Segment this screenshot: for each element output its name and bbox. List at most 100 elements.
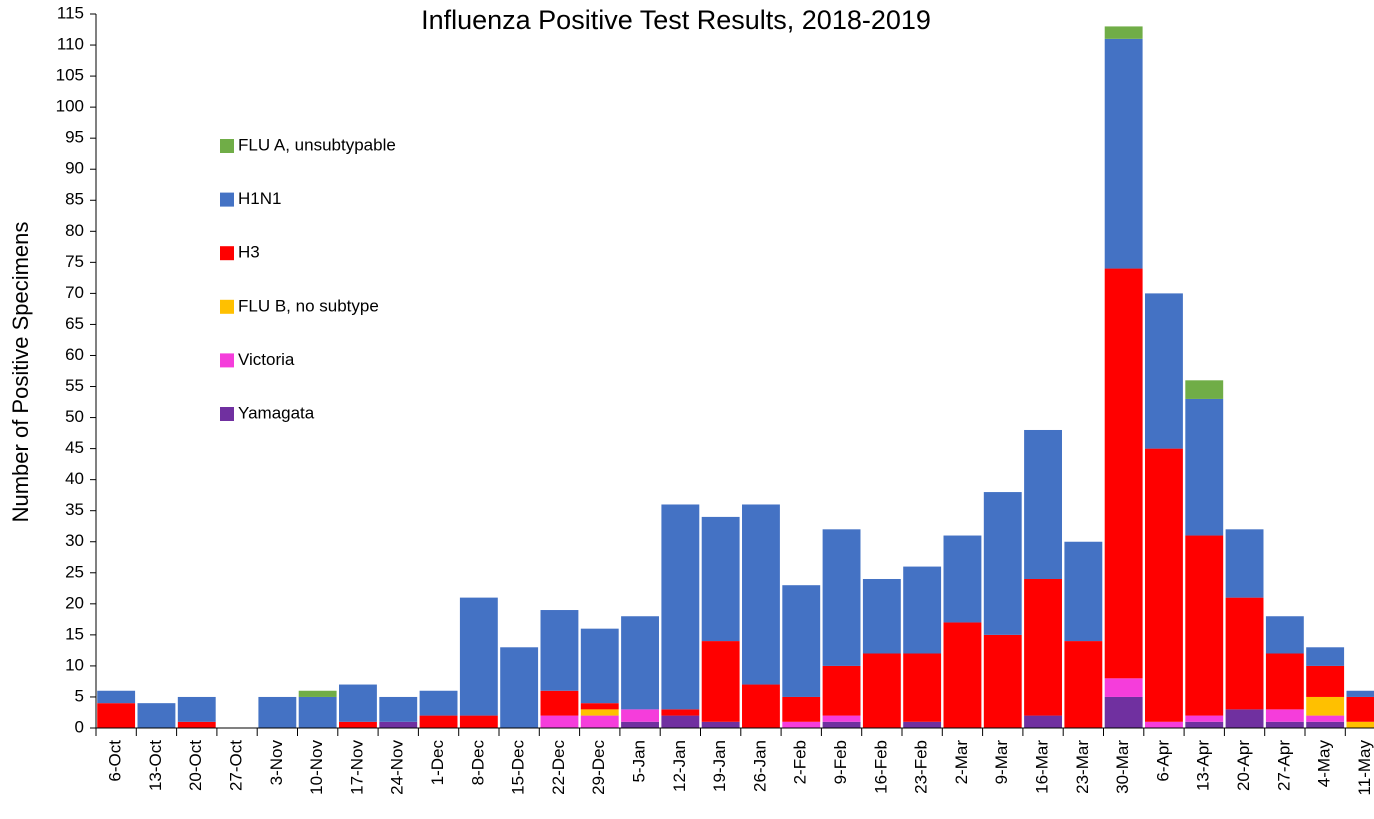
bar-segment — [1104, 38, 1143, 269]
y-tick-label: 95 — [65, 128, 84, 147]
bar-segment — [1185, 535, 1224, 716]
bar-segment — [1306, 715, 1345, 722]
bar-segment — [701, 721, 740, 728]
x-tick-label: 20-Apr — [1234, 740, 1253, 791]
bar-segment — [339, 684, 377, 722]
y-tick-label: 30 — [65, 531, 84, 550]
bar-segment — [1145, 448, 1183, 722]
bar-segment — [943, 535, 982, 623]
bar-segment — [1064, 641, 1103, 728]
x-tick-label: 13-Oct — [146, 740, 165, 791]
bar-segment — [1185, 380, 1224, 399]
bar-segment — [782, 696, 821, 722]
bar-segment — [661, 504, 700, 710]
bar-segment — [580, 703, 619, 710]
y-tick-label: 0 — [75, 717, 84, 736]
bar-segment — [177, 696, 216, 722]
y-tick-label: 40 — [65, 469, 84, 488]
bar-segment — [1185, 715, 1224, 722]
y-tick-label: 60 — [65, 345, 84, 364]
y-tick-label: 110 — [57, 35, 84, 54]
x-tick-label: 29-Dec — [589, 740, 608, 795]
y-tick-label: 90 — [65, 159, 84, 178]
chart-title: Influenza Positive Test Results, 2018-20… — [421, 5, 931, 35]
x-tick-label: 16-Feb — [871, 740, 890, 794]
legend-swatch — [220, 246, 234, 261]
bar-segment — [943, 622, 982, 728]
x-tick-label: 19-Jan — [710, 740, 729, 792]
x-tick-label: 4-May — [1315, 740, 1334, 788]
bar-segment — [1104, 26, 1143, 39]
y-axis-title: Number of Positive Specimens — [8, 222, 33, 523]
bar-segment — [742, 684, 780, 728]
y-tick-label: 25 — [65, 562, 84, 581]
bar-segment — [1265, 653, 1304, 710]
bar-segment — [822, 721, 861, 728]
bar-segment — [540, 690, 579, 716]
x-tick-label: 23-Mar — [1073, 740, 1092, 794]
bar-segment — [1104, 268, 1143, 679]
bar-segment — [1104, 678, 1143, 697]
bar-segment — [621, 709, 659, 722]
bar-segment — [419, 690, 458, 716]
x-tick-label: 27-Oct — [227, 740, 246, 791]
x-tick-label: 2-Mar — [952, 740, 971, 785]
bar-segment — [419, 715, 458, 728]
x-tick-label: 8-Dec — [468, 740, 487, 786]
y-tick-label: 55 — [65, 376, 84, 395]
bar-segment — [580, 709, 619, 716]
legend-swatch — [220, 407, 234, 421]
bar-segment — [540, 610, 579, 691]
x-tick-label: 6-Apr — [1153, 740, 1172, 782]
y-tick-label: 10 — [65, 655, 84, 674]
bar-segment — [1306, 665, 1345, 697]
bar-segment — [1265, 709, 1304, 722]
bar-segment — [500, 647, 539, 728]
bar-segment — [822, 665, 861, 716]
x-tick-label: 2-Feb — [791, 740, 810, 784]
legend-swatch — [220, 353, 234, 368]
x-tick-label: 3-Nov — [267, 740, 286, 786]
bar-segment — [661, 715, 700, 728]
legend-label: FLU B, no subtype — [238, 296, 379, 315]
bar-segment — [1024, 578, 1062, 716]
y-tick-label: 65 — [65, 314, 84, 333]
bar-segment — [1225, 597, 1264, 710]
x-tick-label: 6-Oct — [106, 740, 125, 782]
bar-segment — [1185, 398, 1224, 536]
bar-segment — [782, 585, 821, 697]
bar-segment — [1306, 696, 1345, 716]
x-tick-label: 16-Mar — [1033, 740, 1052, 794]
bar-segment — [701, 641, 740, 722]
legend-label: H3 — [238, 243, 260, 262]
bar-segment — [1145, 721, 1183, 728]
bar-segment — [137, 703, 176, 728]
bar-segment — [298, 690, 337, 697]
bar-segment — [298, 696, 337, 728]
bar-segment — [983, 634, 1022, 728]
bar-segment — [862, 653, 901, 728]
x-tick-label: 30-Mar — [1113, 740, 1132, 794]
bar-segment — [1346, 696, 1374, 722]
bar-segment — [580, 715, 619, 728]
x-tick-label: 23-Feb — [912, 740, 931, 794]
x-tick-label: 22-Dec — [549, 740, 568, 795]
bar-segment — [97, 690, 136, 704]
bar-segment — [1306, 721, 1345, 728]
y-tick-label: 35 — [65, 500, 84, 519]
bar-segment — [540, 715, 579, 728]
x-tick-label: 26-Jan — [750, 740, 769, 792]
bar-segment — [1306, 647, 1345, 666]
x-tick-label: 11-May — [1355, 740, 1374, 796]
bar-segment — [258, 696, 297, 728]
bar-segment — [97, 703, 136, 728]
bar-segment — [903, 653, 942, 722]
x-tick-label: 17-Nov — [347, 740, 366, 795]
bar-segment — [379, 696, 418, 722]
x-tick-label: 10-Nov — [307, 740, 326, 795]
x-tick-label: 15-Dec — [509, 740, 528, 795]
bar-segment — [1064, 541, 1103, 642]
legend-swatch — [220, 139, 234, 153]
bar-segment — [621, 616, 659, 710]
